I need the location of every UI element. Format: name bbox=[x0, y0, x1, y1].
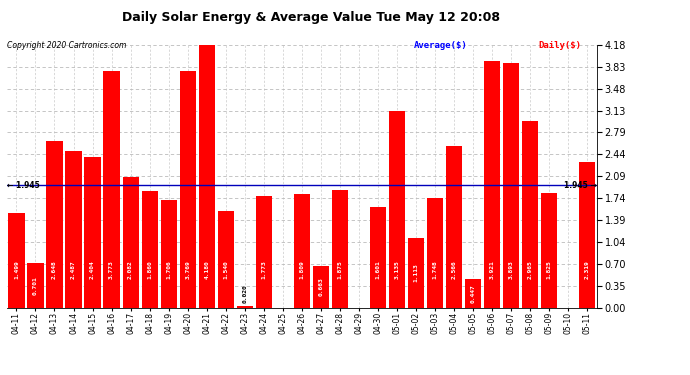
Bar bbox=[370, 207, 386, 308]
Bar bbox=[84, 156, 101, 308]
Text: 2.082: 2.082 bbox=[128, 261, 133, 279]
Bar bbox=[408, 238, 424, 308]
Text: 1.601: 1.601 bbox=[375, 261, 380, 279]
Text: 0.020: 0.020 bbox=[242, 284, 247, 303]
Bar bbox=[579, 162, 595, 308]
Bar bbox=[199, 45, 215, 308]
Text: 4.180: 4.180 bbox=[204, 261, 209, 279]
Bar bbox=[313, 266, 329, 308]
Text: 3.769: 3.769 bbox=[185, 261, 190, 279]
Text: 2.487: 2.487 bbox=[71, 261, 76, 279]
Text: 1.809: 1.809 bbox=[299, 261, 304, 279]
Bar bbox=[179, 71, 196, 308]
Text: 1.875: 1.875 bbox=[337, 261, 342, 279]
Bar bbox=[541, 193, 558, 308]
Bar bbox=[503, 63, 520, 308]
Bar bbox=[522, 121, 538, 308]
Bar bbox=[332, 190, 348, 308]
Bar bbox=[465, 279, 481, 308]
Text: 2.319: 2.319 bbox=[585, 261, 590, 279]
Bar bbox=[256, 196, 272, 308]
Text: Copyright 2020 Cartronics.com: Copyright 2020 Cartronics.com bbox=[7, 41, 126, 50]
Text: 0.663: 0.663 bbox=[318, 277, 324, 296]
Bar bbox=[66, 152, 81, 308]
Bar bbox=[104, 70, 119, 308]
Text: 3.773: 3.773 bbox=[109, 261, 114, 279]
Bar bbox=[427, 198, 443, 308]
Bar bbox=[237, 306, 253, 308]
Bar bbox=[294, 194, 310, 308]
Bar bbox=[28, 264, 43, 308]
Text: 2.965: 2.965 bbox=[528, 261, 533, 279]
Bar bbox=[141, 191, 158, 308]
Text: 1.540: 1.540 bbox=[224, 261, 228, 279]
Text: 1.945 →: 1.945 → bbox=[564, 181, 597, 190]
Bar bbox=[123, 177, 139, 308]
Text: 2.648: 2.648 bbox=[52, 261, 57, 279]
Text: Daily($): Daily($) bbox=[538, 41, 581, 50]
Text: 1.825: 1.825 bbox=[546, 261, 552, 279]
Text: 1.748: 1.748 bbox=[433, 261, 437, 279]
Bar bbox=[8, 213, 25, 308]
Text: 1.113: 1.113 bbox=[413, 263, 419, 282]
Text: 0.701: 0.701 bbox=[33, 276, 38, 295]
Text: 3.921: 3.921 bbox=[490, 261, 495, 279]
Text: 0.447: 0.447 bbox=[471, 284, 475, 303]
Text: Daily Solar Energy & Average Value Tue May 12 20:08: Daily Solar Energy & Average Value Tue M… bbox=[121, 11, 500, 24]
Text: 2.404: 2.404 bbox=[90, 261, 95, 279]
Bar bbox=[389, 111, 405, 308]
Text: 3.893: 3.893 bbox=[509, 261, 514, 279]
Bar bbox=[217, 211, 234, 308]
Text: 3.135: 3.135 bbox=[395, 261, 400, 279]
Bar bbox=[46, 141, 63, 308]
Bar bbox=[446, 146, 462, 308]
Text: 1.773: 1.773 bbox=[262, 261, 266, 279]
Text: Average($): Average($) bbox=[414, 41, 468, 50]
Text: ← 1.945: ← 1.945 bbox=[7, 181, 39, 190]
Text: 1.706: 1.706 bbox=[166, 261, 171, 279]
Text: 1.499: 1.499 bbox=[14, 261, 19, 279]
Bar bbox=[161, 200, 177, 308]
Text: 1.860: 1.860 bbox=[147, 261, 152, 279]
Text: 2.566: 2.566 bbox=[452, 261, 457, 279]
Bar bbox=[484, 61, 500, 308]
